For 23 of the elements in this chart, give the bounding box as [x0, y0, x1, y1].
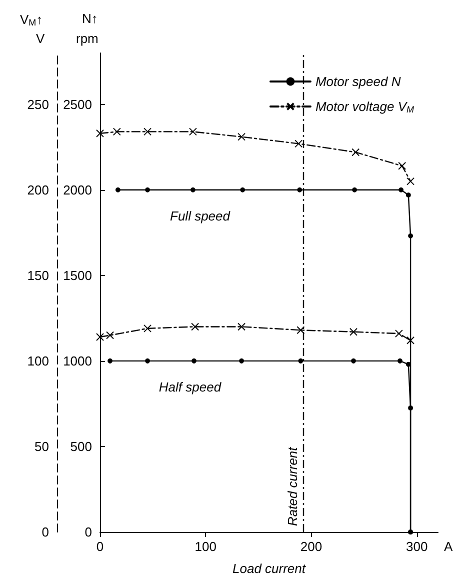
y2-tick-label: 50: [34, 438, 49, 454]
y-tick-label: 2500: [63, 96, 92, 112]
text: A: [444, 539, 453, 554]
x-axis-title: Load current: [232, 561, 307, 576]
y2-tick-label: 150: [27, 268, 49, 283]
y2-tick-label: 200: [27, 182, 49, 198]
y-axis-title: N↑ rpm: [76, 11, 98, 46]
x-tick-label: 100: [194, 539, 216, 554]
legend-label: Motor speed N: [315, 74, 402, 89]
annotation: Full speed: [170, 208, 231, 224]
y2-tick-label: 0: [42, 524, 49, 540]
y-tick-label: 500: [70, 438, 92, 454]
x-tick-label: 0: [96, 539, 104, 554]
y-tick-label: 2000: [63, 182, 92, 198]
x-tick-label: 300: [406, 539, 428, 554]
annotation: Half speed: [158, 380, 222, 394]
y2-tick-label: 100: [27, 353, 49, 368]
x-tick-label: 200: [300, 539, 322, 554]
ref-line-label: Rated current: [284, 446, 300, 526]
y2-tick-label: 250: [27, 96, 49, 112]
y-tick-label: 1500: [63, 268, 92, 283]
y-tick-label: 1000: [63, 353, 92, 368]
y-tick-label: 0: [84, 524, 92, 540]
